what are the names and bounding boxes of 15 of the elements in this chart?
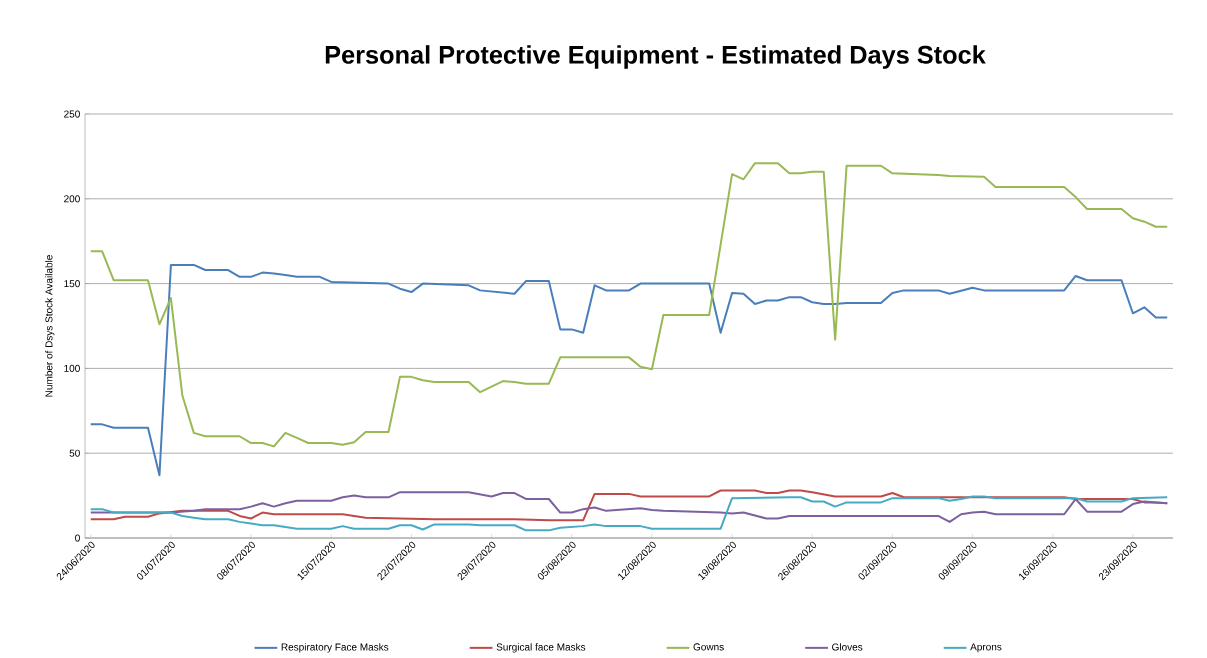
y-tick-label: 0 xyxy=(75,534,80,542)
line-series xyxy=(89,162,1169,448)
legend-label: Respiratory Face Masks xyxy=(281,643,389,653)
y-tick-label: 250 xyxy=(64,110,80,118)
y-tick-label: 150 xyxy=(64,280,80,288)
legend-label: Gloves xyxy=(832,643,863,651)
chart-title: Personal Protective Equipment - Estimated Days Stock xyxy=(325,45,986,69)
y-axis-title: Number of Dsys Stock Available xyxy=(45,255,55,397)
y-tick-label: 50 xyxy=(69,449,80,457)
legend-label: Gowns xyxy=(693,643,724,651)
line-series xyxy=(89,264,1169,477)
y-tick-label: 100 xyxy=(64,364,80,373)
legend-label: Surgical face Masks xyxy=(496,643,586,653)
legend-label: Aprons xyxy=(970,643,1002,653)
y-tick-label: 200 xyxy=(64,195,80,203)
